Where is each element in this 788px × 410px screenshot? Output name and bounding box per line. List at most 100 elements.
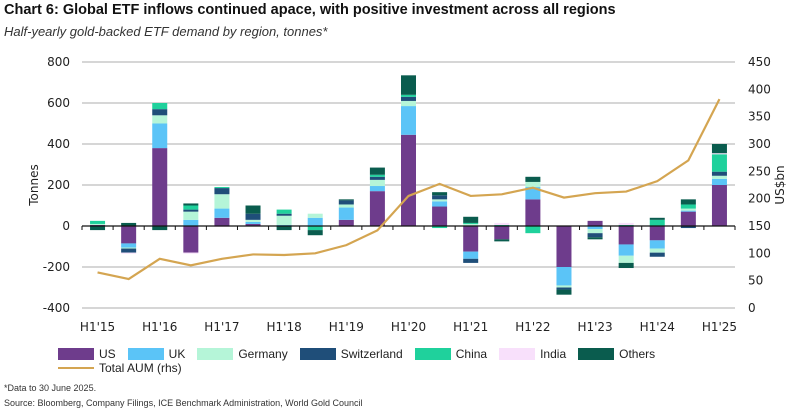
bar-uk <box>649 240 665 249</box>
bar-uk <box>556 267 572 286</box>
bar-germany <box>90 223 106 225</box>
bar-others <box>276 226 292 231</box>
bar-us <box>494 226 510 240</box>
legend: US UK Germany Switzerland China India Others To… <box>58 347 778 375</box>
legend-item-switzerland: Switzerland <box>299 347 403 361</box>
x-tick-label: H1'20 <box>391 320 426 334</box>
bar-germany <box>245 219 261 222</box>
legend-swatch <box>58 348 94 360</box>
bar-china <box>307 226 323 231</box>
bar-uk <box>401 106 416 135</box>
x-tick-label: H1'19 <box>329 320 364 334</box>
bar-us <box>711 185 727 226</box>
bar-india <box>711 153 727 155</box>
bar-uk <box>618 244 634 256</box>
bar-others <box>245 205 261 214</box>
bar-others <box>369 167 385 175</box>
bar-uk <box>463 251 479 259</box>
legend-label: US <box>99 347 116 361</box>
bar-switzerland <box>649 252 665 257</box>
bar-uk <box>680 210 696 212</box>
bar-others <box>618 262 634 269</box>
y2-tick-label: 300 <box>748 137 771 151</box>
bar-switzerland <box>369 176 385 180</box>
legend-item-germany: Germany <box>197 347 288 361</box>
bar-us <box>463 226 479 252</box>
bar-china <box>214 187 230 189</box>
legend-item-us: US <box>58 347 116 361</box>
bar-germany <box>276 215 292 225</box>
bar-us <box>245 223 261 226</box>
bar-germany <box>152 115 168 124</box>
bar-us <box>649 226 665 241</box>
bar-uk <box>525 187 541 200</box>
y2-tick-label: 400 <box>748 82 771 96</box>
bar-us <box>214 217 230 226</box>
bar-germany <box>618 255 634 263</box>
bar-us <box>183 226 199 253</box>
bar-china <box>152 103 168 110</box>
legend-label: Total AUM (rhs) <box>99 361 182 375</box>
y2-tick-label: 0 <box>748 301 756 315</box>
bar-china <box>90 220 106 224</box>
bar-china <box>711 154 727 172</box>
bar-us <box>680 211 696 226</box>
legend-swatch <box>578 348 615 360</box>
legend-item-others: Others <box>578 347 655 361</box>
bar-us <box>152 148 168 226</box>
bar-switzerland <box>214 188 230 195</box>
bar-india <box>618 222 634 225</box>
bar-germany <box>183 211 199 220</box>
legend-label: China <box>455 347 488 361</box>
bar-china <box>463 222 479 224</box>
y2-tick-label: 200 <box>748 192 771 206</box>
bar-germany <box>338 204 354 208</box>
bar-india <box>183 252 199 254</box>
legend-item-india: India <box>499 347 566 361</box>
bar-us <box>369 191 385 226</box>
footnote: *Data to 30 June 2025. <box>4 383 97 393</box>
bar-switzerland <box>183 209 199 212</box>
bar-switzerland <box>152 109 168 116</box>
y-tick-label: -200 <box>43 260 70 274</box>
y2-tick-label: 250 <box>748 164 771 178</box>
bar-germany <box>432 199 448 202</box>
bar-india <box>121 252 137 254</box>
bar-china <box>183 205 199 210</box>
bar-us <box>556 226 572 267</box>
x-tick-label: H1'18 <box>267 320 302 334</box>
bar-others <box>556 289 572 295</box>
bar-uk <box>121 243 137 248</box>
bar-china <box>432 226 448 229</box>
bar-china <box>525 226 541 234</box>
bar-germany <box>525 181 541 188</box>
legend-item-china: China <box>414 347 488 361</box>
y-tick-label: 200 <box>47 178 70 192</box>
y2-tick-label: 50 <box>748 274 763 288</box>
bar-uk <box>245 221 261 224</box>
bar-switzerland <box>338 200 354 205</box>
bar-others <box>183 203 199 206</box>
y-tick-label: -400 <box>43 301 70 315</box>
bar-us <box>587 220 603 226</box>
bar-us <box>432 206 448 226</box>
bar-china <box>401 94 416 97</box>
bar-switzerland <box>556 287 572 290</box>
bar-uk <box>587 226 603 230</box>
bar-others <box>307 230 323 236</box>
bar-uk <box>307 217 323 226</box>
bar-china <box>649 219 665 226</box>
bar-germany <box>711 175 727 179</box>
bar-others <box>121 222 137 226</box>
y2-tick-label: 100 <box>748 246 771 260</box>
x-tick-label: H1'15 <box>80 320 115 334</box>
bar-uk <box>711 178 727 185</box>
legend-item-uk: UK <box>127 347 185 361</box>
bar-china <box>680 204 696 209</box>
legend-swatch <box>299 348 336 360</box>
x-tick-label: H1'24 <box>640 320 675 334</box>
y2-tick-label: 450 <box>748 55 771 69</box>
bar-switzerland <box>245 213 261 220</box>
bar-others <box>525 176 541 182</box>
bar-china <box>276 209 292 214</box>
